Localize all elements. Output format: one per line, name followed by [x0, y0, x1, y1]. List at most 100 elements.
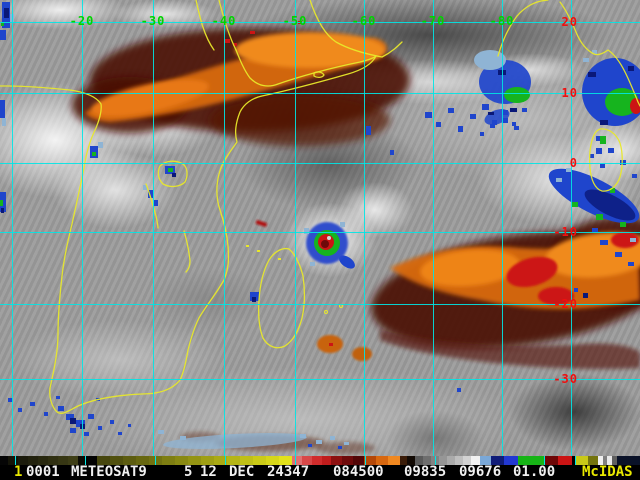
colorbar-segment: [576, 456, 588, 465]
colorbar-segment: [48, 456, 58, 465]
status-field-dec: DEC: [229, 464, 255, 480]
colorbar-segment: [201, 456, 214, 465]
colorbar-segment: [491, 456, 504, 465]
colorbar-segment: [518, 456, 544, 465]
colorbar-tick: [85, 456, 86, 465]
colorbar-tick: [225, 456, 226, 465]
colorbar-segment: [110, 456, 123, 465]
colorbar-segment: [544, 456, 558, 465]
colorbar-segment: [463, 456, 471, 465]
status-field-1: 1: [14, 464, 23, 480]
colorbar-tick: [295, 456, 296, 465]
colorbar-segment: [240, 456, 253, 465]
status-field-09676: 09676: [459, 464, 502, 480]
coastline-lake-malawi: [183, 230, 191, 273]
convection-lake-region: [143, 166, 259, 302]
colorbar-segment: [292, 456, 302, 465]
colorbar-segment: [97, 456, 110, 465]
colorbar-segment: [617, 456, 640, 465]
coastline-overlay: [0, 0, 640, 414]
convection-diagonal-streak: [366, 104, 527, 155]
coastline-red-sea-west: [195, 0, 215, 51]
colorbar-segment: [407, 456, 415, 465]
convection-top-left-corner: [0, 2, 14, 40]
colorbar-segment: [447, 456, 455, 465]
colorbar-tick: [15, 456, 16, 465]
colorbar-segment: [68, 456, 78, 465]
coastline-africa-west: [0, 85, 102, 389]
colorbar-segment: [598, 456, 603, 465]
colorbar-segment: [227, 456, 240, 465]
colorbar-segment: [136, 456, 149, 465]
convection-left-edge: [0, 100, 103, 213]
colorbar-segment: [175, 456, 188, 465]
status-field-0001: 0001: [26, 464, 60, 480]
convection-india-southwest: [474, 50, 531, 136]
coastline-lake-tanganyika: [145, 183, 159, 229]
colorbar-tick: [544, 456, 545, 465]
coastline-sri-lanka: [588, 128, 623, 192]
status-field-12: 12: [200, 464, 217, 480]
colorbar-segment: [612, 456, 617, 465]
colorbar-segment: [123, 456, 136, 465]
enhanced-band-southeast: [371, 217, 640, 369]
colorbar-segment: [18, 456, 28, 465]
colorbar-segment: [455, 456, 463, 465]
tropical-cyclone-marker: [304, 222, 355, 269]
map-feature-layer: [0, 0, 640, 454]
colorbar-segment: [331, 456, 342, 465]
status-field-01-00: 01.00: [513, 464, 556, 480]
coastline-india-west: [497, 0, 549, 57]
colorbar-segment: [58, 456, 68, 465]
colorbar-segment: [188, 456, 201, 465]
convection-bottom-left-field: [8, 388, 461, 449]
coastline-red-sea-east: [218, 0, 237, 51]
colorbar-segment: [342, 456, 353, 465]
image-status-bar: 1 0001 METEOSAT9 5 12 DEC 24347 084500 09835 0967…: [0, 465, 640, 480]
colorbar-segment: [214, 456, 227, 465]
colorbar-tick: [435, 456, 436, 465]
colorbar-segment: [28, 456, 38, 465]
enhancement-colorbar: [0, 456, 640, 465]
colorbar-segment: [266, 456, 279, 465]
coastline-socotra: [313, 71, 325, 79]
colorbar-segment: [353, 456, 364, 465]
colorbar-segment: [607, 456, 612, 465]
colorbar-segment: [162, 456, 175, 465]
coastline-arabia: [309, 0, 403, 58]
colorbar-segment: [388, 456, 400, 465]
colorbar-segment: [558, 456, 572, 465]
colorbar-segment: [78, 456, 85, 465]
status-field-24347: 24347: [267, 464, 310, 480]
coastline-madagascar: [257, 247, 306, 349]
colorbar-segment: [439, 456, 447, 465]
colorbar-segment: [8, 456, 18, 465]
colorbar-tick: [365, 456, 366, 465]
colorbar-segment: [572, 456, 576, 465]
coastline-india-east: [559, 1, 640, 107]
colorbar-segment: [302, 456, 312, 465]
colorbar-segment: [322, 456, 331, 465]
colorbar-segment: [423, 456, 431, 465]
colorbar-segment: [400, 456, 407, 465]
coastline-lake-victoria: [157, 160, 188, 188]
colorbar-segment: [415, 456, 423, 465]
convection-bay-of-bengal: [582, 50, 640, 178]
colorbar-segment: [588, 456, 598, 465]
colorbar-segment: [253, 456, 266, 465]
colorbar-segment: [312, 456, 322, 465]
colorbar-segment: [480, 456, 491, 465]
colorbar-segment: [504, 456, 518, 465]
coastline-africa-horn-and-east: [49, 49, 377, 414]
status-field-084500: 084500: [333, 464, 384, 480]
colorbar-segment: [471, 456, 480, 465]
colorbar-tick: [155, 456, 156, 465]
enhanced-band-northwest: [72, 21, 410, 146]
satellite-image-canvas[interactable]: -20 -30 -40 -50 -60 -70 -80 20 10 0 -10 -20 -30: [0, 0, 640, 456]
status-field-mcidas: McIDAS: [582, 464, 633, 480]
status-field-09835: 09835: [404, 464, 447, 480]
colorbar-tick: [575, 456, 576, 465]
colorbar-segment: [38, 456, 48, 465]
status-field-meteosat9: METEOSAT9: [71, 464, 147, 480]
